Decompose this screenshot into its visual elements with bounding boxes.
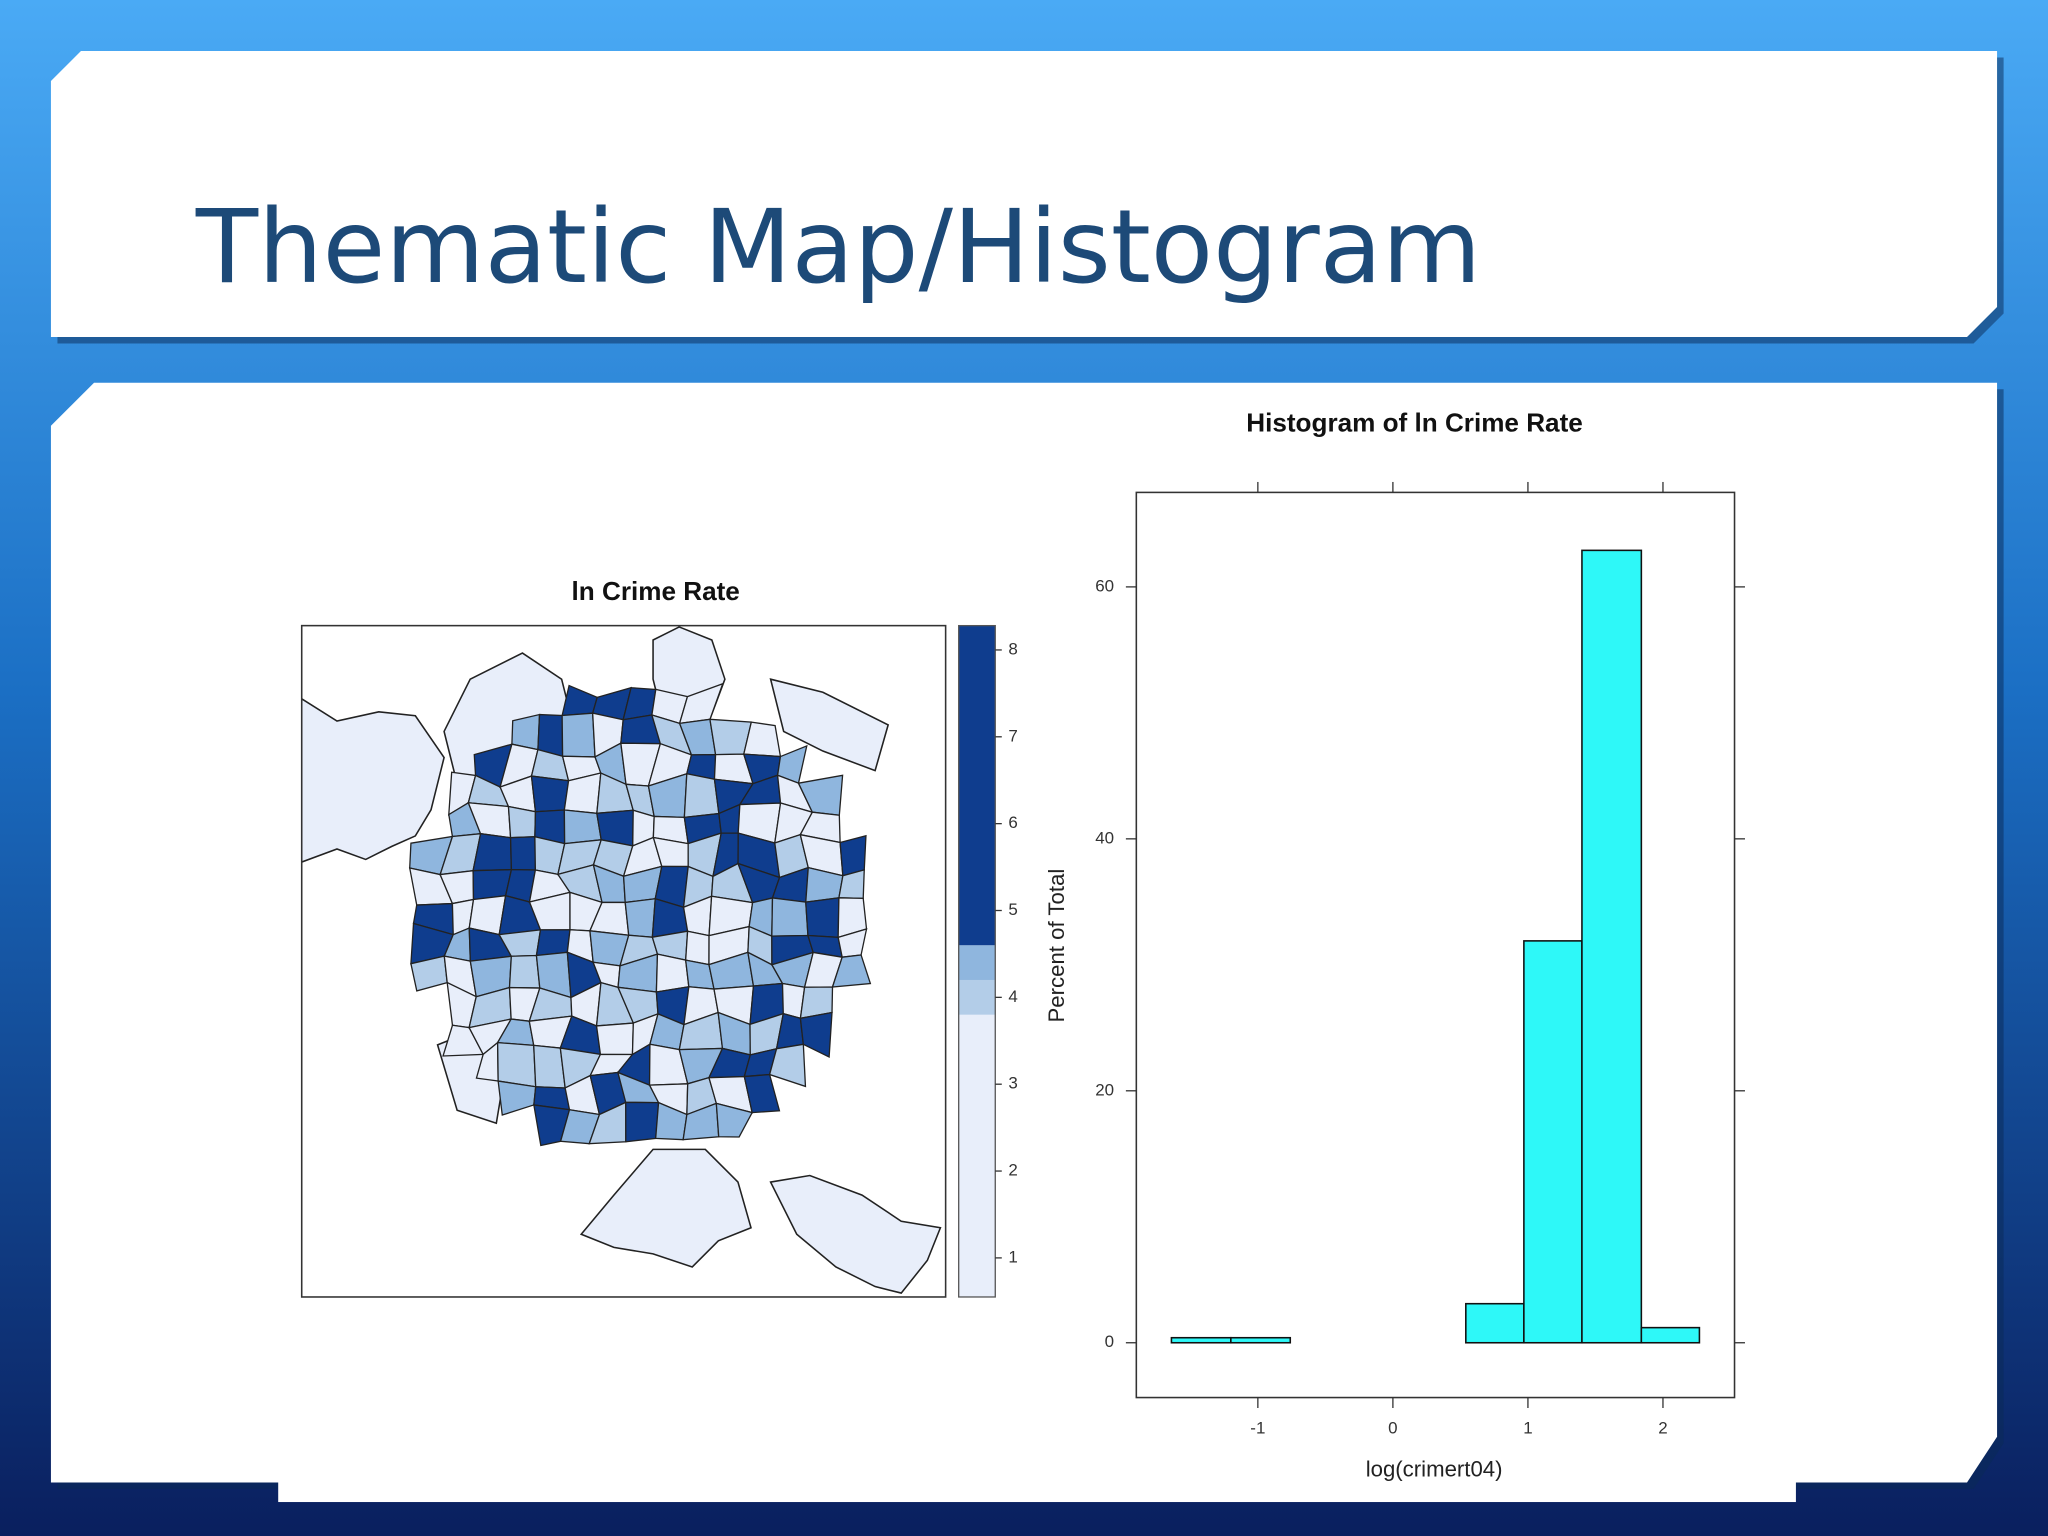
colorbar-tick-label: 8 [1008, 639, 1017, 658]
map-region [563, 809, 602, 845]
map-region [805, 897, 840, 939]
colorbar-tick-label: 4 [1008, 987, 1017, 1006]
map-chart: ln Crime Rate 1 2 3 4 5 6 7 8 [300, 576, 1018, 1298]
map-region [509, 836, 537, 871]
content-panel [50, 382, 1998, 1483]
map-region [561, 712, 596, 758]
plot-frame [1135, 491, 1736, 1399]
map-region [301, 697, 445, 863]
map-title: ln Crime Rate [572, 576, 740, 606]
map-region [624, 897, 656, 938]
colorbar-frame [958, 624, 996, 1298]
histogram-bar [1523, 940, 1583, 1344]
title-panel [50, 50, 1998, 337]
map-region [579, 1148, 752, 1268]
map-region [595, 1022, 634, 1056]
colorbar-tick-label: 3 [1008, 1074, 1017, 1093]
map-region [768, 1043, 807, 1088]
histogram-bar [1640, 1326, 1701, 1344]
histogram-bar [1230, 1336, 1292, 1344]
colorbar-tick-label: 1 [1008, 1247, 1017, 1266]
map-region [799, 1011, 833, 1058]
x-axis-label: log(crimert04) [1366, 1457, 1503, 1482]
colorbar-segment [958, 979, 996, 1015]
map-region [769, 678, 890, 772]
map-region [655, 953, 690, 993]
map-region [771, 897, 809, 937]
x-tick-label: 0 [1388, 1418, 1397, 1437]
map-region [472, 832, 513, 872]
colorbar-tick-label: 7 [1008, 726, 1017, 745]
x-tick-label: -1 [1250, 1418, 1265, 1437]
histogram-title: Histogram of ln Crime Rate [1246, 407, 1583, 437]
histogram-bar [1465, 1302, 1525, 1344]
map-region [535, 929, 571, 957]
map-region [507, 805, 537, 839]
map-region [508, 954, 541, 989]
colorbar-segment [958, 945, 996, 980]
colorbar-segment [958, 1014, 996, 1297]
map-region [743, 1073, 781, 1114]
y-axis-label: Percent of Total [1044, 869, 1069, 1023]
map-frame [300, 624, 947, 1298]
y-tick-label: 60 [1095, 576, 1114, 595]
y-tick-label: 20 [1095, 1080, 1114, 1099]
map-region [831, 954, 872, 988]
colorbar-tick-label: 6 [1008, 813, 1017, 832]
slide-title: Thematic Map/Histogram [195, 188, 1481, 307]
content-strip [278, 1475, 1796, 1503]
histogram-bar [1581, 549, 1643, 1344]
map-region [625, 1101, 660, 1143]
map-region [684, 930, 710, 966]
y-tick-label: 0 [1105, 1332, 1114, 1351]
colorbar-tick-label: 5 [1008, 900, 1017, 919]
map-region [496, 1041, 537, 1088]
colorbar-tick-label: 2 [1008, 1161, 1017, 1180]
x-tick-label: 2 [1658, 1418, 1667, 1437]
map-region [715, 1102, 754, 1138]
colorbar-segment [958, 625, 996, 946]
map-region [511, 713, 541, 751]
histogram-bar [1170, 1336, 1232, 1344]
y-tick-label: 40 [1095, 828, 1114, 847]
map-region [530, 775, 570, 813]
x-tick-label: 1 [1523, 1418, 1532, 1437]
map-region [683, 772, 720, 819]
map-region [769, 1174, 942, 1294]
histogram-chart: Histogram of ln Crime Rate log(crimert04… [1044, 407, 1745, 1482]
